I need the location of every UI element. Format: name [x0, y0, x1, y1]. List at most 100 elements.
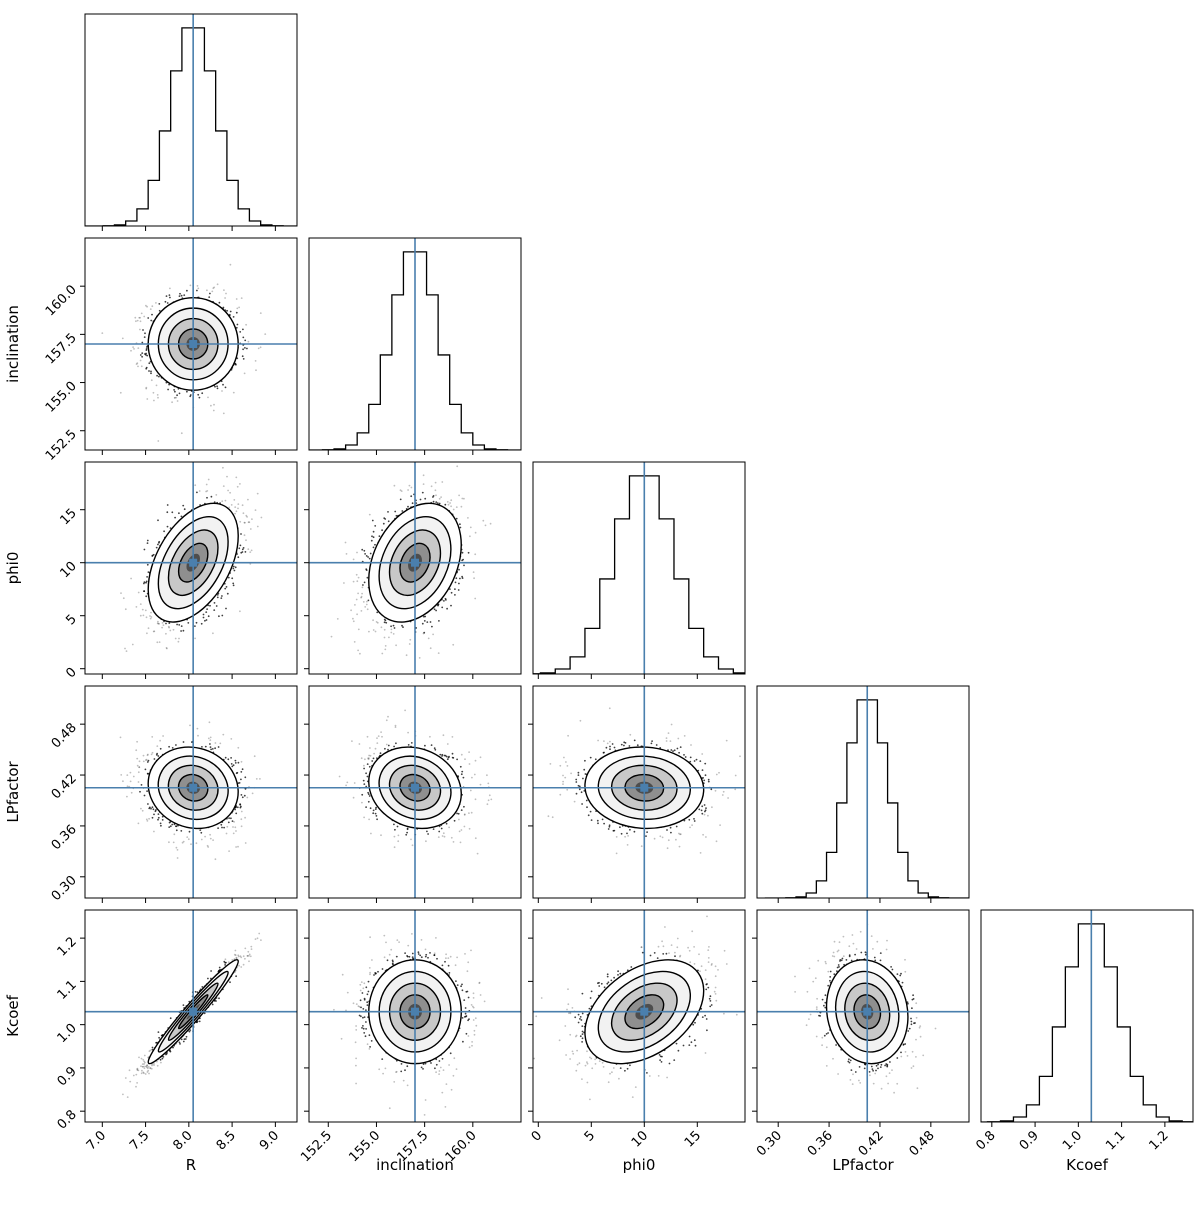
sample-point: [173, 389, 176, 391]
sample-point: [392, 633, 395, 635]
sample-point: [356, 551, 358, 554]
sample-point: [458, 568, 460, 571]
sample-point: [371, 535, 373, 538]
sample-point: [355, 598, 358, 601]
sample-point: [361, 548, 364, 551]
sample-point: [452, 643, 455, 646]
sample-point: [360, 610, 363, 612]
sample-point: [224, 587, 227, 590]
sample-point: [456, 465, 459, 468]
sample-point: [158, 541, 160, 544]
sample-point: [166, 525, 169, 528]
sample-point: [393, 484, 396, 487]
sample-point: [438, 620, 440, 622]
sample-point: [146, 754, 149, 757]
sample-point: [361, 586, 364, 589]
sample-point: [240, 297, 243, 299]
sample-point: [372, 530, 375, 533]
sample-point: [402, 626, 404, 628]
sample-point: [467, 551, 470, 554]
sample-point: [352, 580, 355, 583]
sample-point: [122, 780, 124, 783]
sample-point: [126, 774, 129, 776]
sample-point: [187, 622, 190, 624]
sample-point: [357, 592, 359, 595]
sample-point: [178, 295, 181, 297]
sample-point: [177, 640, 180, 643]
sample-point: [119, 736, 122, 739]
sample-point: [357, 649, 359, 652]
sample-point: [443, 600, 445, 602]
sample-point: [149, 308, 152, 310]
sample-point: [151, 313, 153, 316]
sample-point: [245, 514, 248, 517]
histogram-R: [84, 13, 298, 231]
sample-point: [421, 491, 424, 494]
sample-point: [176, 623, 179, 626]
sample-point: [244, 339, 247, 342]
sample-point: [228, 850, 231, 852]
sample-point: [484, 524, 487, 527]
sample-point: [178, 512, 180, 515]
sample-point: [235, 311, 238, 314]
sample-point: [359, 652, 361, 655]
sample-point: [259, 312, 262, 314]
sample-point: [256, 492, 259, 495]
sample-point: [216, 387, 219, 390]
sample-point: [435, 609, 437, 612]
sample-point: [124, 608, 127, 611]
sample-point: [399, 489, 402, 492]
sample-point: [450, 604, 452, 607]
sample-point: [149, 617, 152, 620]
sample-point: [232, 582, 235, 585]
sample-point: [237, 556, 240, 559]
sample-point: [171, 401, 174, 404]
sample-point: [148, 362, 151, 365]
sample-point: [172, 841, 175, 844]
sample-point: [158, 303, 161, 305]
sample-point: [354, 604, 356, 606]
sample-point: [405, 654, 408, 657]
sample-point: [174, 390, 176, 393]
sample-point: [156, 374, 159, 377]
y-tick-label: 15: [58, 506, 80, 528]
sample-point: [168, 826, 171, 828]
sample-point: [210, 748, 213, 751]
sample-point: [357, 576, 360, 579]
sample-point: [384, 518, 387, 520]
sample-point: [146, 354, 149, 357]
sample-point: [227, 576, 230, 579]
sample-point: [196, 491, 198, 494]
sample-point: [369, 552, 372, 555]
sample-point: [242, 348, 245, 351]
sample-point: [166, 504, 169, 506]
sample-point: [183, 294, 186, 296]
sample-point: [206, 496, 208, 499]
sample-point: [235, 363, 237, 366]
sample-point: [147, 627, 150, 630]
sample-point: [216, 283, 219, 286]
sample-point: [239, 610, 241, 613]
sample-point: [180, 630, 183, 632]
sample-point: [460, 505, 463, 508]
sample-point: [215, 605, 218, 607]
sample-point: [372, 629, 375, 631]
sample-point: [134, 316, 137, 319]
sample-point: [376, 611, 379, 614]
sample-point: [144, 609, 147, 612]
sample-point: [168, 626, 171, 629]
sample-point: [197, 287, 200, 290]
sample-point: [163, 530, 166, 533]
sample-point: [153, 630, 156, 633]
sample-point: [145, 386, 148, 389]
sample-point: [141, 341, 144, 344]
sample-point: [145, 581, 147, 584]
sample-point: [169, 629, 172, 632]
sample-point: [183, 508, 186, 511]
sample-point: [259, 346, 262, 349]
sample-point: [422, 474, 425, 477]
sample-point: [365, 555, 368, 557]
sample-point: [230, 757, 233, 759]
sample-point: [457, 589, 460, 591]
sample-point: [255, 369, 257, 372]
